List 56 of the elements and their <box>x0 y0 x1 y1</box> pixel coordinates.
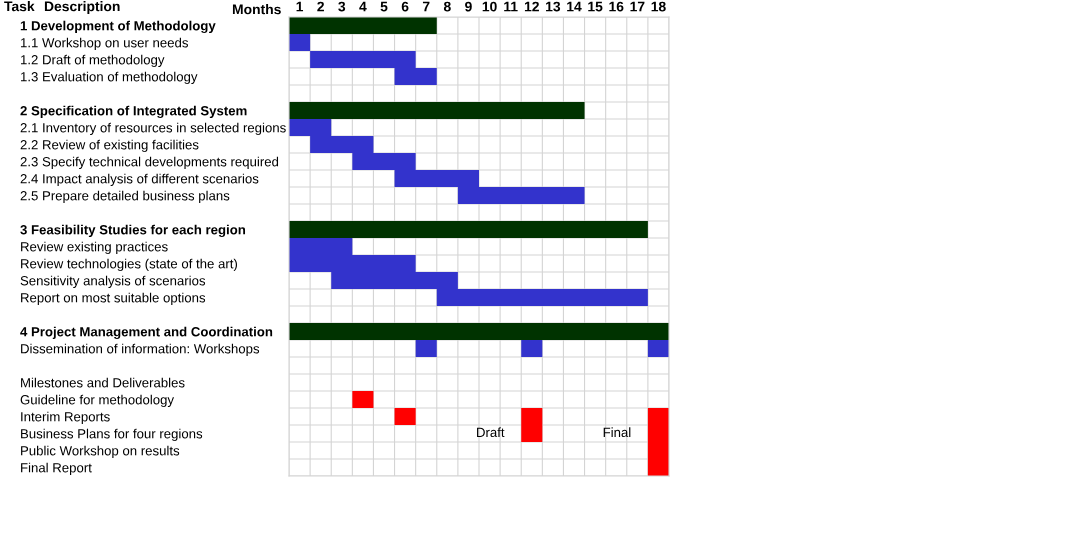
y-tick-label: Report on most suitable options <box>21 292 206 306</box>
y-tick-label: Milestones and Deliverables <box>21 377 185 388</box>
y-tick-label: 1.3 Evaluation of methodology <box>21 71 198 85</box>
x-tick-label: 14 <box>567 1 582 12</box>
y-tick-label: 3 Feasibility Studies for each region <box>20 224 246 238</box>
x-axis-title: Months <box>232 4 281 15</box>
annotation: Draft <box>477 427 505 438</box>
annotation: Final <box>603 427 631 438</box>
x-tick-label: 11 <box>504 1 518 12</box>
y-tick-label: 2.2 Review of existing facilities <box>20 139 199 153</box>
x-tick-label: 9 <box>465 1 472 12</box>
y-tick-label: Business Plans for four regions <box>21 428 203 442</box>
x-tick-label: 3 <box>338 1 346 12</box>
bar <box>289 17 437 34</box>
text: Description <box>44 1 120 14</box>
text: Task <box>4 1 35 12</box>
bar <box>647 340 669 357</box>
x-tick-label: 4 <box>359 1 367 12</box>
x-tick-label: 5 <box>380 1 388 12</box>
y-tick-label: Dissemination of information: Workshops <box>21 343 260 357</box>
bar <box>289 221 648 238</box>
x-tick-label: 12 <box>524 1 539 12</box>
y-tick-label: 2.3 Specify technical developments required <box>20 156 279 170</box>
bar <box>415 340 437 357</box>
x-tick-label: 15 <box>588 1 603 12</box>
x-tick-label: 17 <box>630 1 645 12</box>
y-tick-label: Review technologies (state of the art) <box>21 258 237 272</box>
x-tick-label: 18 <box>651 1 666 12</box>
y-tick-label: 2.5 Prepare detailed business plans <box>20 190 230 204</box>
y-tick-label: 2 Specification of Integrated System <box>20 105 247 119</box>
bar <box>289 102 585 119</box>
bar <box>394 408 416 425</box>
y-tick-label: 4 Project Management and Coordination <box>20 326 273 340</box>
y-tick-label: Guideline for methodology <box>20 394 174 408</box>
y-tick-label: Final Report <box>21 462 92 476</box>
bar <box>521 340 543 357</box>
x-tick-label: 10 <box>482 1 497 12</box>
x-tick-label: 2 <box>317 1 324 12</box>
bar <box>289 34 311 51</box>
y-tick-label: 1.1 Workshop on user needs <box>21 37 188 51</box>
x-tick-label: 1 <box>296 1 304 12</box>
x-tick-label: 13 <box>546 1 561 12</box>
x-tick-label: 6 <box>401 1 409 12</box>
y-tick-label: 2.4 Impact analysis of different scenarios <box>20 173 259 187</box>
bar <box>352 391 374 408</box>
y-tick-label: 1.2 Draft of methodology <box>21 54 165 68</box>
y-tick-label: Review existing practices <box>21 241 168 255</box>
bar <box>289 323 669 340</box>
x-tick-label: 16 <box>609 1 624 12</box>
y-tick-label: Sensitivity analysis of scenarios <box>20 275 206 289</box>
y-tick-label: 1 Development of Methodology <box>20 20 216 34</box>
y-tick-label: Public Workshop on results <box>21 445 180 459</box>
y-tick-label: 2.1 Inventory of resources in selected regions <box>20 122 286 136</box>
x-tick-label: 8 <box>443 1 451 12</box>
x-tick-label: 7 <box>422 1 430 12</box>
y-tick-label: Interim Reports <box>21 411 110 425</box>
